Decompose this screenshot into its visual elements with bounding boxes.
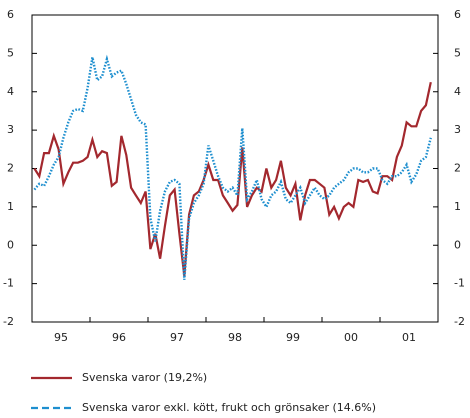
y-tick-label: 0 xyxy=(7,238,14,251)
y-tick-label: -1 xyxy=(3,277,14,290)
x-tick-label: 95 xyxy=(54,331,68,344)
y-tick-label: 1 xyxy=(7,200,14,213)
y2-tick-label: 2 xyxy=(454,162,461,175)
legend-label: Svenska varor (19,2%) xyxy=(82,371,207,384)
y-tick-label: 3 xyxy=(7,123,14,136)
series-line xyxy=(33,81,432,277)
x-tick-label: 96 xyxy=(112,331,126,344)
y-tick-label: 2 xyxy=(7,162,14,175)
x-tick-label: 98 xyxy=(228,331,242,344)
y-tick-label: -2 xyxy=(3,315,14,328)
y2-tick-label: 6 xyxy=(454,8,461,21)
y2-tick-label: 3 xyxy=(454,123,461,136)
y2-tick-label: 4 xyxy=(454,85,461,98)
y-tick-label: 4 xyxy=(7,85,14,98)
x-tick-label: 01 xyxy=(402,331,416,344)
y2-tick-label: 0 xyxy=(454,238,461,251)
series-line xyxy=(33,54,432,280)
y2-tick-label: -2 xyxy=(454,315,465,328)
y-tick-label: 5 xyxy=(7,46,14,59)
y-tick-label: 6 xyxy=(7,8,14,21)
legend-label: Svenska varor exkl. kött, frukt och grön… xyxy=(82,401,376,414)
x-tick-label: 97 xyxy=(170,331,184,344)
y2-tick-label: -1 xyxy=(454,277,465,290)
x-tick-label: 99 xyxy=(286,331,300,344)
y2-tick-label: 5 xyxy=(454,46,461,59)
x-tick-label: 00 xyxy=(344,331,358,344)
y2-tick-label: 1 xyxy=(454,200,461,213)
